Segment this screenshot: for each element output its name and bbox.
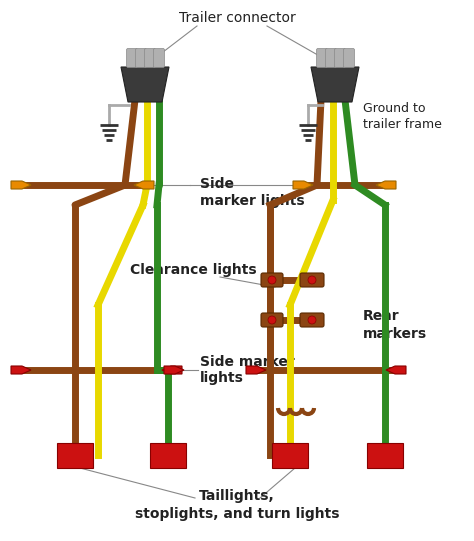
FancyBboxPatch shape	[335, 49, 346, 68]
Polygon shape	[134, 181, 154, 189]
Polygon shape	[11, 181, 31, 189]
Polygon shape	[164, 366, 184, 374]
FancyBboxPatch shape	[145, 49, 155, 68]
FancyBboxPatch shape	[261, 313, 283, 327]
Text: Ground to
trailer frame: Ground to trailer frame	[363, 102, 442, 131]
Text: Clearance lights: Clearance lights	[130, 263, 256, 277]
FancyBboxPatch shape	[326, 49, 337, 68]
FancyBboxPatch shape	[136, 49, 146, 68]
Polygon shape	[11, 366, 31, 374]
Text: Taillights,
stoplights, and turn lights: Taillights, stoplights, and turn lights	[135, 490, 339, 520]
Circle shape	[308, 316, 316, 324]
Bar	[57, 443, 93, 468]
Bar	[150, 443, 186, 468]
Polygon shape	[386, 366, 406, 374]
FancyBboxPatch shape	[300, 273, 324, 287]
FancyBboxPatch shape	[317, 49, 328, 68]
Text: Trailer connector: Trailer connector	[179, 11, 295, 25]
Text: Rear
markers: Rear markers	[363, 309, 427, 341]
Bar	[272, 443, 308, 468]
Polygon shape	[293, 181, 313, 189]
Polygon shape	[246, 366, 266, 374]
FancyBboxPatch shape	[127, 49, 137, 68]
FancyBboxPatch shape	[344, 49, 355, 68]
Polygon shape	[376, 181, 396, 189]
Circle shape	[268, 316, 276, 324]
Circle shape	[308, 276, 316, 284]
Polygon shape	[311, 67, 359, 102]
FancyBboxPatch shape	[300, 313, 324, 327]
Circle shape	[268, 276, 276, 284]
Text: Side marker
lights: Side marker lights	[200, 355, 295, 385]
FancyBboxPatch shape	[154, 49, 164, 68]
Polygon shape	[162, 366, 182, 374]
Polygon shape	[121, 67, 169, 102]
Text: Side
marker lights: Side marker lights	[200, 177, 305, 208]
FancyBboxPatch shape	[261, 273, 283, 287]
Bar	[367, 443, 403, 468]
